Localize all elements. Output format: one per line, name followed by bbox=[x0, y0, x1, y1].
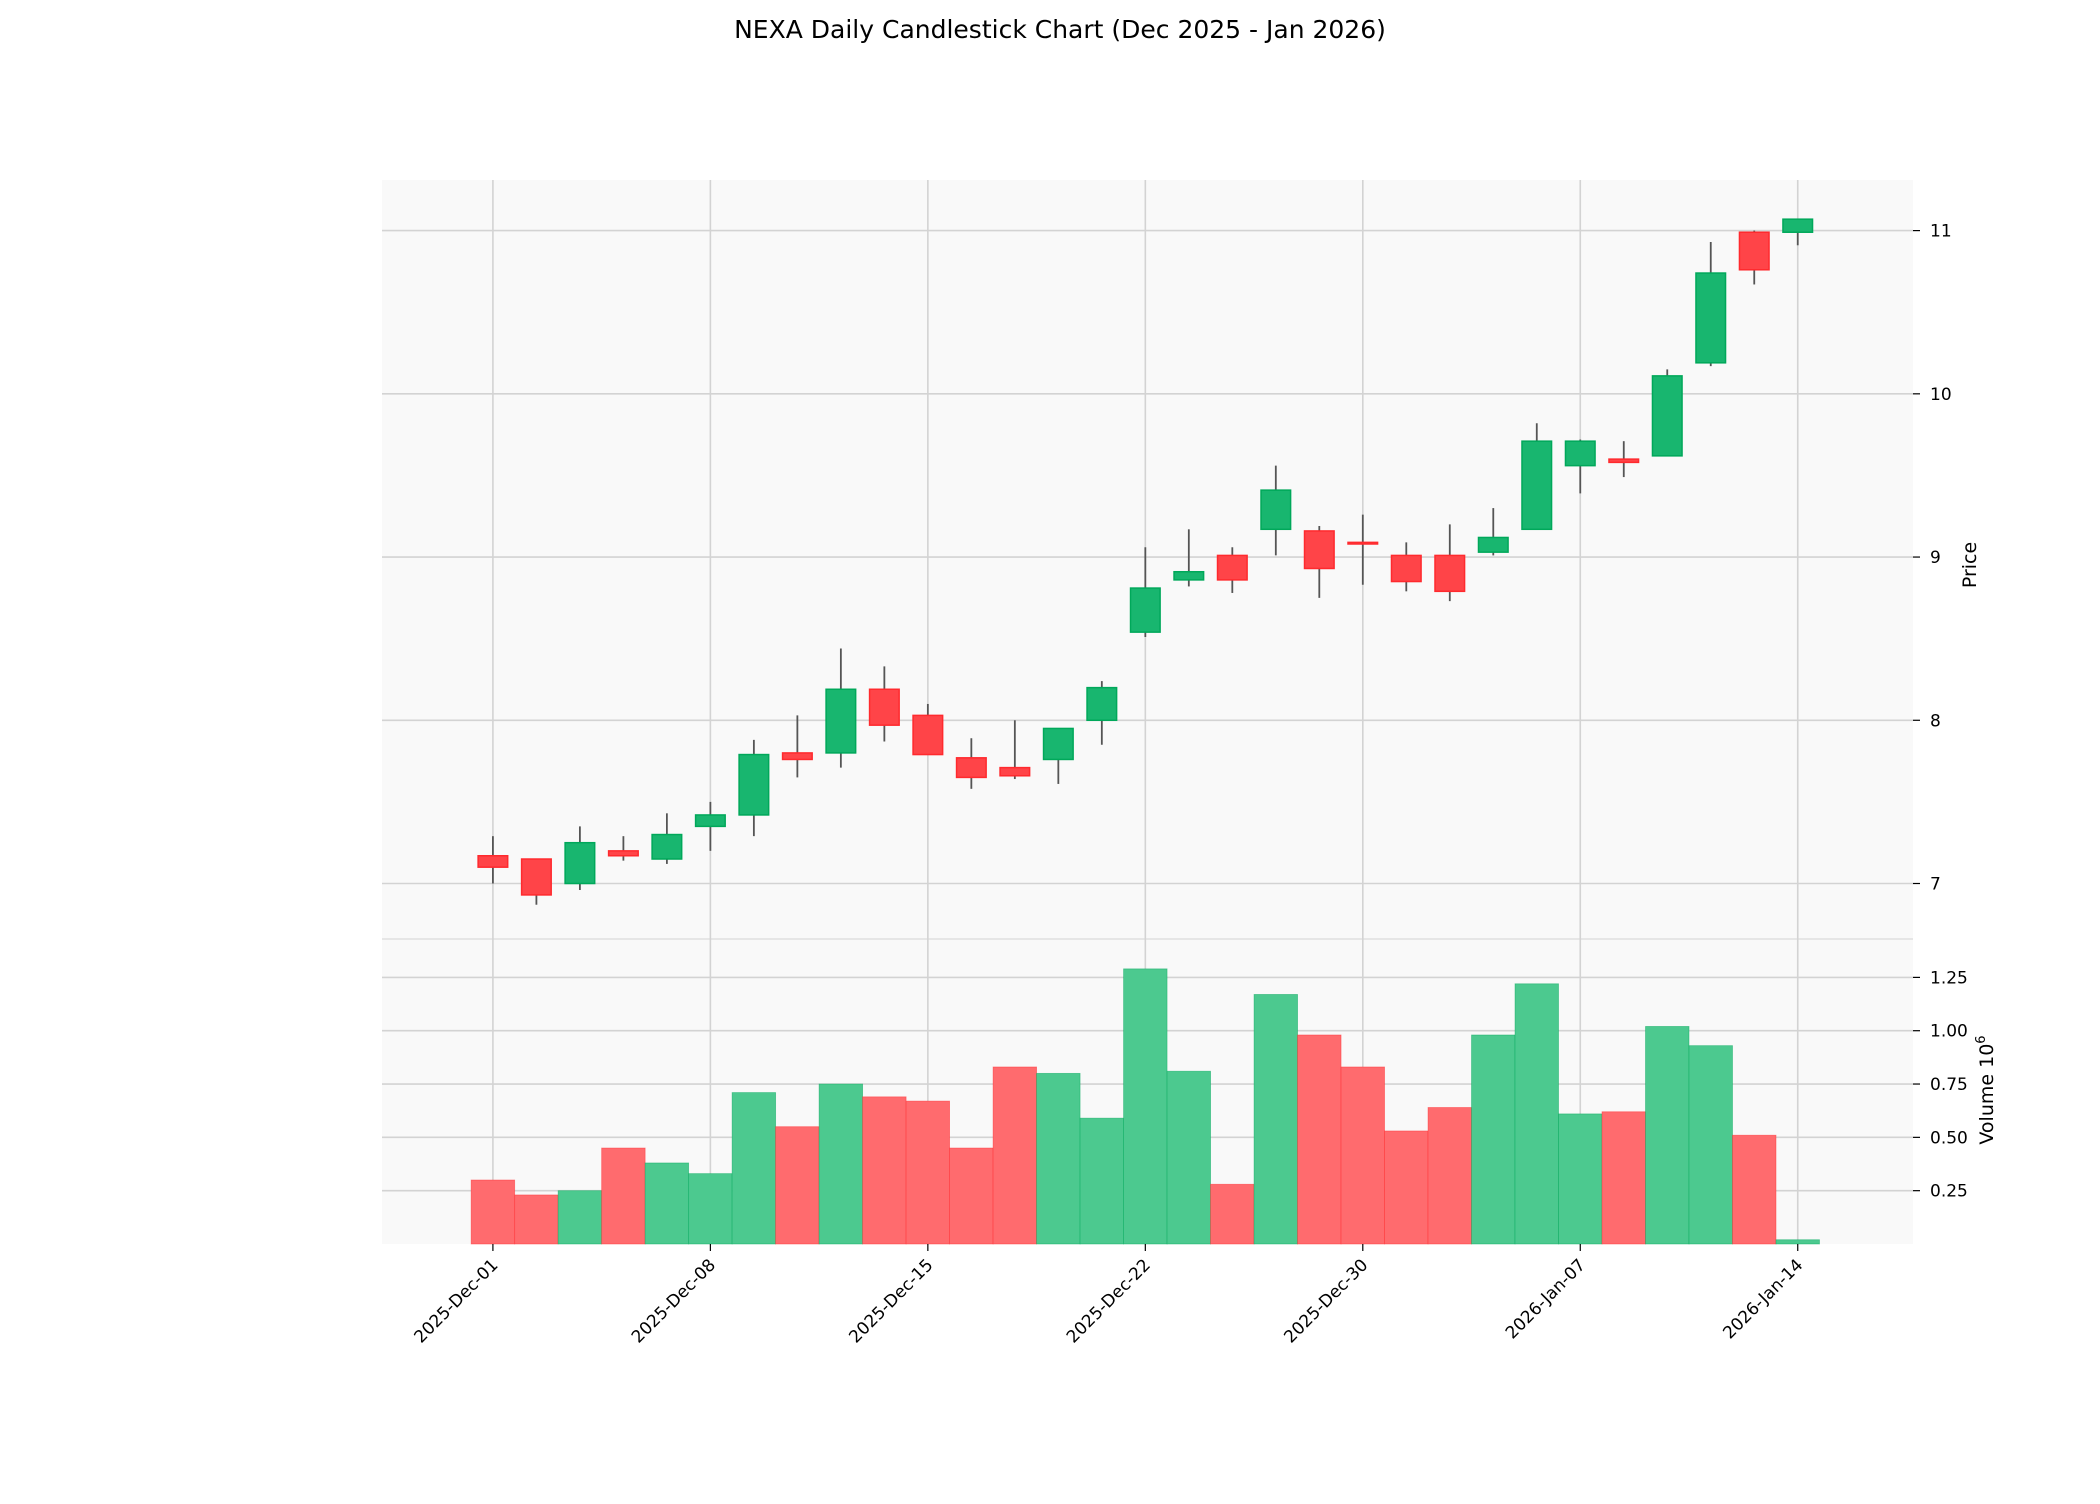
candle-body bbox=[1086, 686, 1118, 722]
volume-bar bbox=[1688, 1045, 1733, 1245]
volume-bar bbox=[1297, 1034, 1342, 1245]
volume-bar bbox=[1775, 1239, 1820, 1245]
volume-bar bbox=[1427, 1107, 1472, 1245]
candle-body bbox=[1390, 554, 1422, 583]
x-tick-label: 2025-Dec-30 bbox=[1280, 1255, 1372, 1347]
volume-bar bbox=[514, 1194, 559, 1245]
volume-bar bbox=[992, 1066, 1037, 1245]
volume-tick-label: 1.00 bbox=[1930, 1022, 1968, 1042]
volume-bar bbox=[644, 1162, 690, 1245]
volume-bar bbox=[818, 1083, 864, 1245]
candle-body bbox=[1477, 536, 1509, 553]
candle-body bbox=[781, 752, 813, 761]
candle-body bbox=[1042, 727, 1074, 761]
volume-tick-label: 1.25 bbox=[1930, 968, 1968, 988]
price-tick-label: 8 bbox=[1930, 711, 1941, 731]
price-tick-label: 7 bbox=[1930, 875, 1941, 895]
candle-body bbox=[1347, 541, 1379, 545]
volume-bar bbox=[731, 1092, 777, 1245]
price-axis-label: Price bbox=[1959, 542, 1981, 588]
volume-bar bbox=[1166, 1070, 1211, 1245]
price-tick-label: 9 bbox=[1930, 548, 1941, 568]
chart-title: NEXA Daily Candlestick Chart (Dec 2025 -… bbox=[734, 15, 1386, 44]
volume-bar bbox=[1732, 1134, 1777, 1245]
volume-bar bbox=[1253, 994, 1298, 1245]
candle-body bbox=[694, 814, 726, 828]
volume-axis-label: Volume 106 bbox=[1974, 1035, 1998, 1144]
volume-tick-label: 0.75 bbox=[1930, 1075, 1968, 1095]
candle-body bbox=[1695, 272, 1727, 364]
candle-body bbox=[1564, 440, 1596, 467]
volume-bar bbox=[1210, 1183, 1255, 1245]
candle-body bbox=[825, 688, 857, 754]
candle-body bbox=[868, 688, 900, 726]
candle-body bbox=[738, 753, 770, 816]
x-tick-label: 2025-Dec-15 bbox=[845, 1255, 937, 1347]
volume-bar bbox=[862, 1096, 907, 1245]
x-tick-label: 2025-Dec-22 bbox=[1063, 1255, 1155, 1347]
volume-bar bbox=[688, 1173, 733, 1245]
candle-body bbox=[1129, 587, 1161, 633]
volume-bar bbox=[1471, 1034, 1516, 1245]
candle-body bbox=[1260, 489, 1292, 531]
volume-bar bbox=[1079, 1117, 1124, 1245]
volume-bar bbox=[1514, 983, 1559, 1245]
volume-bar bbox=[949, 1147, 994, 1245]
candle-body bbox=[1173, 570, 1205, 581]
volume-bar bbox=[775, 1126, 820, 1245]
candle-body bbox=[607, 850, 639, 857]
candle-body bbox=[999, 766, 1031, 777]
volume-bar bbox=[1601, 1111, 1646, 1245]
x-tick-label: 2025-Dec-08 bbox=[628, 1255, 720, 1347]
price-tick-label: 10 bbox=[1930, 385, 1952, 405]
x-tick-label: 2026-Jan-14 bbox=[1719, 1255, 1807, 1343]
candle-body bbox=[520, 858, 552, 896]
candle-body bbox=[1782, 218, 1814, 233]
price-panel bbox=[382, 180, 1913, 939]
candle-body bbox=[1608, 458, 1640, 464]
candle-body bbox=[1434, 554, 1466, 593]
price-tick-label: 11 bbox=[1930, 222, 1952, 242]
candle-body bbox=[1521, 440, 1553, 531]
candle-body bbox=[1216, 554, 1248, 581]
candle-body bbox=[1303, 530, 1335, 570]
volume-bar bbox=[1558, 1113, 1603, 1245]
x-tick-label: 2026-Jan-07 bbox=[1502, 1255, 1590, 1343]
volume-bar bbox=[1036, 1072, 1081, 1245]
candle-body bbox=[1651, 375, 1683, 457]
volume-bar bbox=[557, 1190, 603, 1245]
volume-bar bbox=[1340, 1066, 1385, 1245]
volume-tick-label: 0.25 bbox=[1930, 1182, 1968, 1202]
volume-bar bbox=[1123, 968, 1168, 1245]
candle-body bbox=[651, 833, 683, 860]
volume-bar bbox=[905, 1100, 951, 1245]
volume-bar bbox=[1645, 1026, 1690, 1245]
candle-body bbox=[1738, 231, 1770, 271]
volume-bar bbox=[601, 1147, 646, 1245]
volume-tick-label: 0.50 bbox=[1930, 1128, 1968, 1148]
volume-bar bbox=[470, 1179, 516, 1245]
candle-body bbox=[955, 757, 987, 779]
candle-body bbox=[912, 714, 944, 756]
candle-body bbox=[564, 841, 596, 885]
volume-bar bbox=[1384, 1130, 1429, 1245]
candle-body bbox=[477, 855, 509, 868]
x-tick-label: 2025-Dec-01 bbox=[410, 1255, 502, 1347]
